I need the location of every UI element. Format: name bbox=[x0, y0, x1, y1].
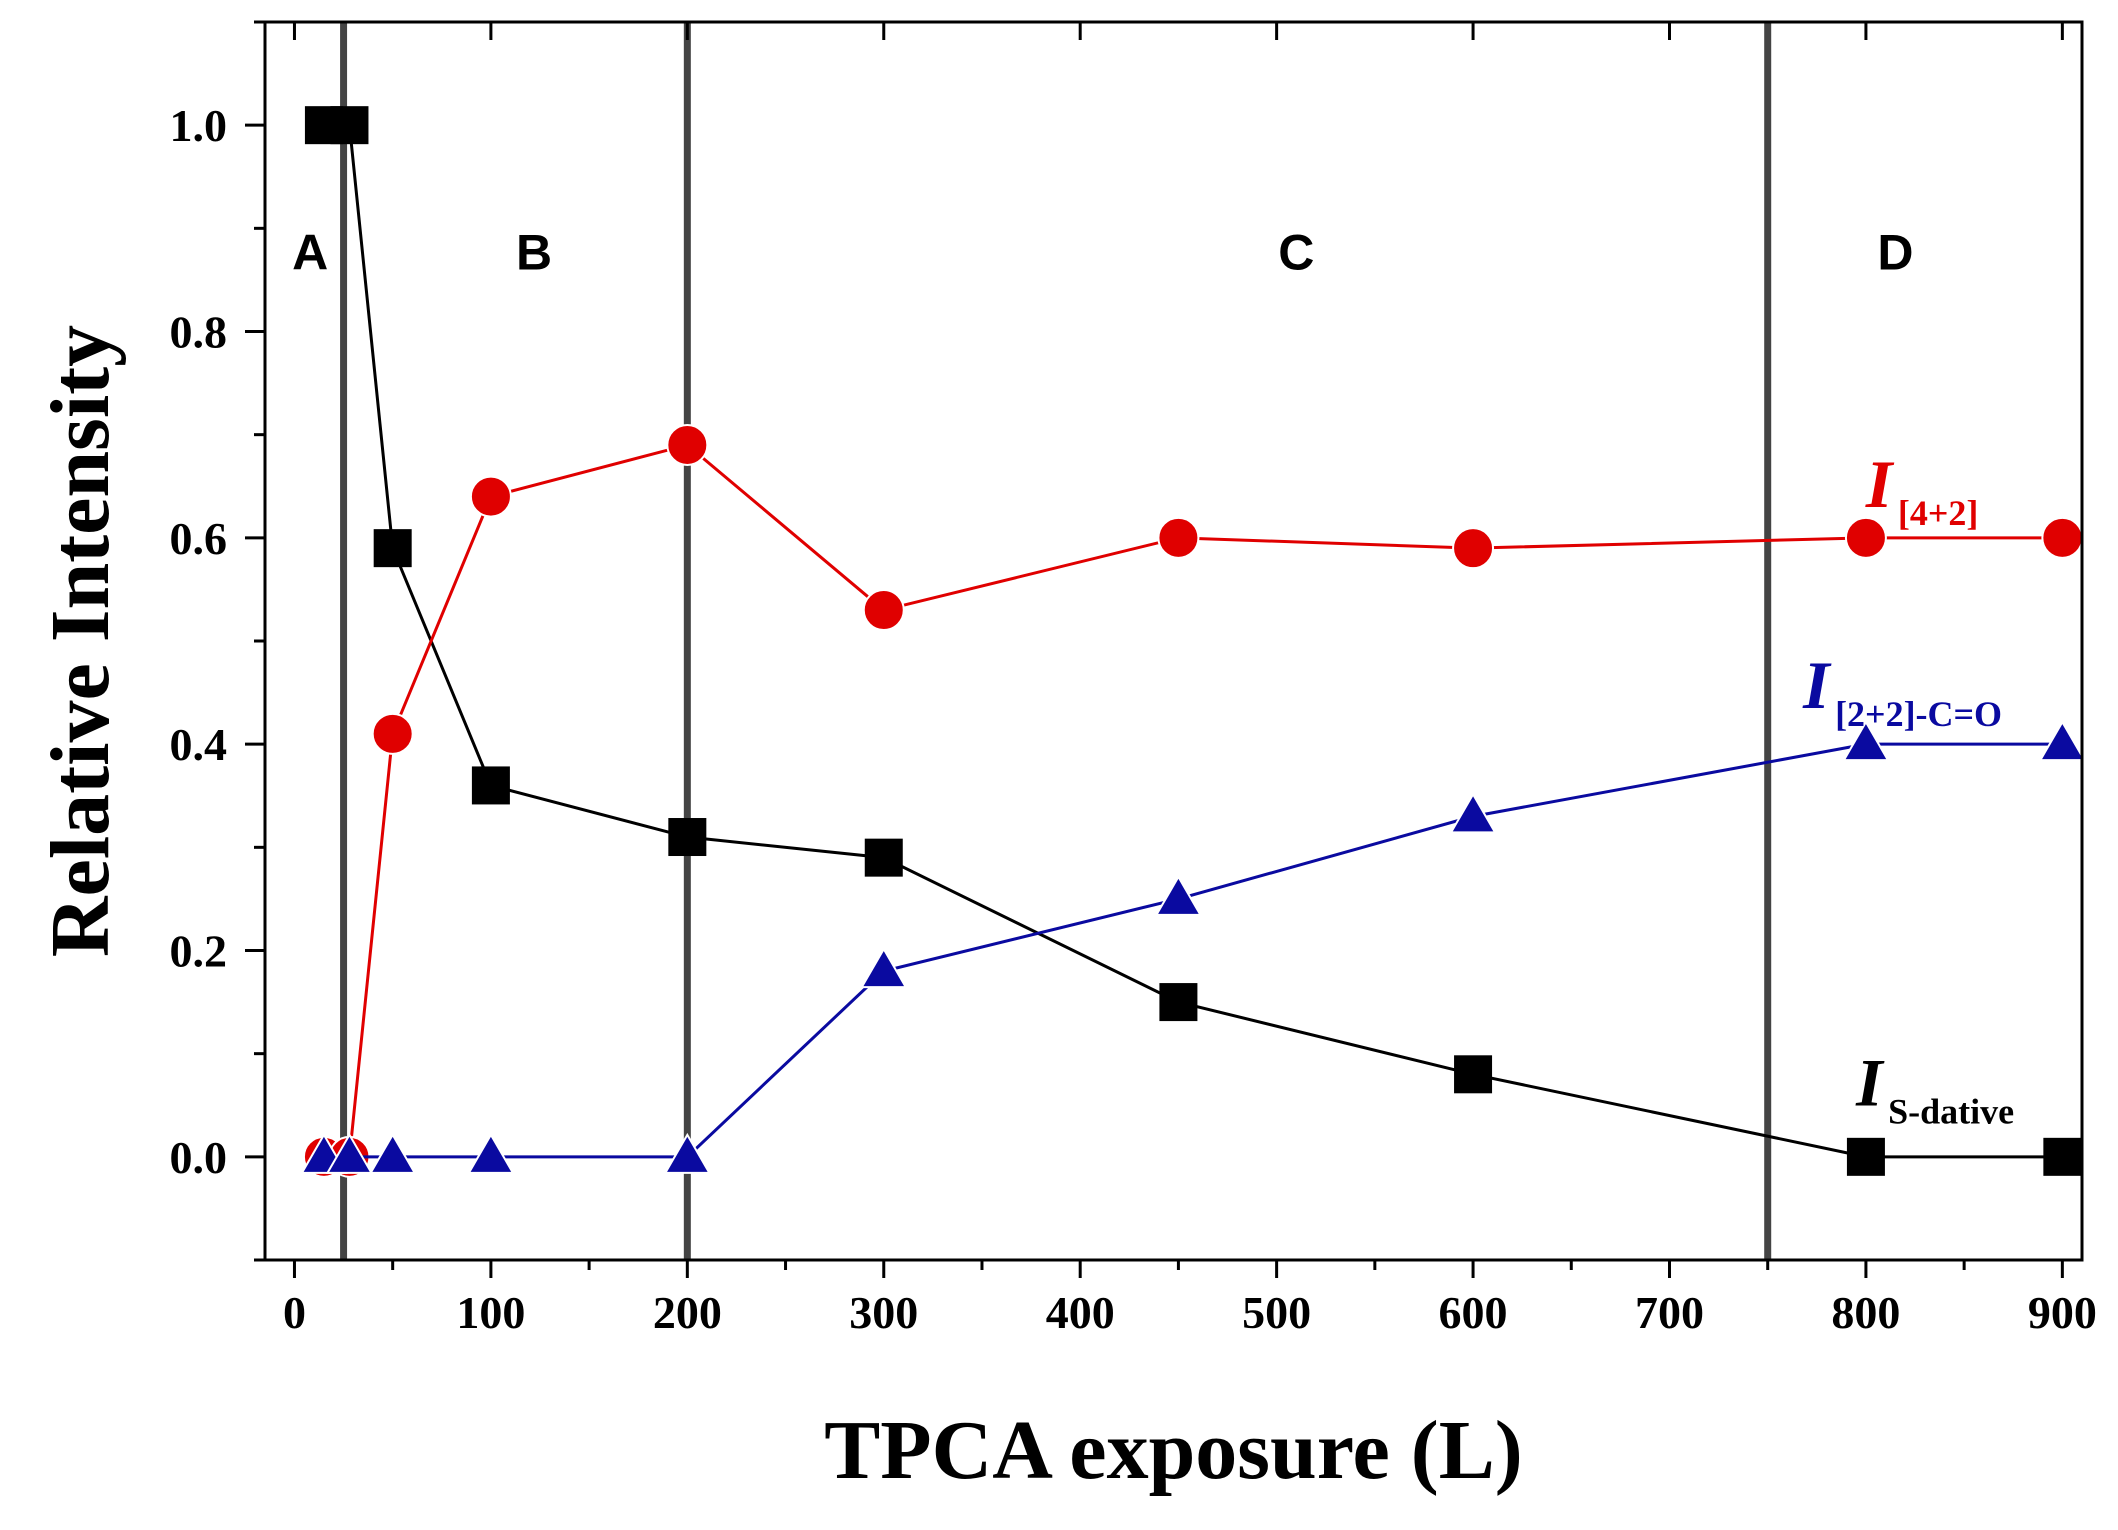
data-point-[4+2]-3 bbox=[469, 475, 512, 518]
y-tick-label: 1.0 bbox=[170, 100, 228, 151]
region-label-B: B bbox=[516, 225, 552, 281]
series-label-main: I bbox=[1802, 647, 1832, 723]
y-tick-label: 0.4 bbox=[170, 719, 228, 770]
data-point-S-dative-4 bbox=[668, 818, 707, 857]
region-label-C: C bbox=[1278, 225, 1314, 281]
series-layer bbox=[300, 106, 2087, 1178]
y-tick-label: 0.8 bbox=[170, 307, 228, 358]
data-point-S-dative-2 bbox=[373, 529, 412, 568]
y-tick-label: 0.6 bbox=[170, 513, 228, 564]
data-point-S-dative-3 bbox=[471, 766, 510, 805]
x-axis-title: TPCA exposure (L) bbox=[824, 1404, 1522, 1497]
series-label-main: I bbox=[1865, 446, 1895, 522]
data-point-[4+2]-5 bbox=[862, 589, 905, 632]
data-point-[4+2]-6 bbox=[1157, 516, 1200, 559]
data-point-S-dative-7 bbox=[1454, 1055, 1493, 1094]
data-point-[4+2]-8 bbox=[1844, 516, 1887, 559]
data-point-[4+2]-4 bbox=[666, 423, 709, 466]
data-point-[4+2]-9 bbox=[2041, 516, 2084, 559]
x-tick-label: 500 bbox=[1242, 1287, 1311, 1338]
data-point-[4+2]-2 bbox=[371, 712, 414, 755]
x-tick-label: 300 bbox=[849, 1287, 918, 1338]
y-axis-title: Relative Intensity bbox=[34, 325, 127, 957]
data-point-[4+2]-7 bbox=[1452, 527, 1495, 570]
series-label-S-dative: I S-dative bbox=[1855, 1044, 2014, 1131]
x-tick-label: 400 bbox=[1046, 1287, 1115, 1338]
series-line-S-dative bbox=[323, 123, 2063, 1159]
series-label-sub: [2+2]-C=O bbox=[1835, 694, 2002, 734]
data-point-S-dative-5 bbox=[864, 838, 903, 877]
x-tick-label: 700 bbox=[1635, 1287, 1704, 1338]
region-label-D: D bbox=[1877, 225, 1913, 281]
data-point-[2+2]-C=O-5 bbox=[860, 947, 908, 989]
series-label-main: I bbox=[1855, 1044, 1885, 1120]
plot-frame bbox=[263, 20, 2084, 1262]
x-tick-label: 800 bbox=[1831, 1287, 1900, 1338]
x-tick-label: 600 bbox=[1439, 1287, 1508, 1338]
x-tick-label: 0 bbox=[283, 1287, 306, 1338]
series-label-[4+2]: I [4+2] bbox=[1865, 446, 1979, 533]
data-point-S-dative-6 bbox=[1159, 983, 1198, 1022]
x-tick-label: 100 bbox=[456, 1287, 525, 1338]
axis-layer: 0 100 200 300 400 500 600 700 800 900 0.0 0.2 0.4 0.6… bbox=[170, 20, 2097, 1338]
series-label-sub: [4+2] bbox=[1898, 493, 1979, 533]
region-divider-layer bbox=[340, 22, 1772, 1260]
data-point-[2+2]-C=O-1 bbox=[325, 1132, 374, 1174]
data-point-S-dative-8 bbox=[1846, 1137, 1885, 1176]
x-tick-label: 200 bbox=[653, 1287, 722, 1338]
data-point-[2+2]-C=O-3 bbox=[467, 1132, 515, 1174]
data-point-[2+2]-C=O-7 bbox=[1449, 792, 1497, 834]
data-point-[2+2]-C=O-2 bbox=[368, 1132, 417, 1174]
data-point-[2+2]-C=O-9 bbox=[2038, 720, 2087, 762]
y-tick-label: 0.0 bbox=[170, 1132, 228, 1183]
series-label-sub: S-dative bbox=[1888, 1091, 2014, 1131]
data-point-[2+2]-C=O-8 bbox=[1842, 720, 1890, 762]
data-point-S-dative-1 bbox=[330, 106, 369, 145]
series-line-[4+2] bbox=[323, 443, 2063, 1159]
data-point-S-dative-9 bbox=[2043, 1137, 2082, 1176]
region-label-A: A bbox=[292, 225, 328, 281]
data-point-[2+2]-C=O-4 bbox=[663, 1132, 712, 1174]
y-tick-label: 0.2 bbox=[170, 926, 228, 977]
data-point-[2+2]-C=O-6 bbox=[1154, 874, 1203, 916]
series-label-[2+2]-C=O: I [2+2]-C=O bbox=[1802, 647, 2002, 734]
series-line-[2+2]-C=O bbox=[323, 742, 2063, 1159]
x-tick-label: 900 bbox=[2028, 1287, 2097, 1338]
